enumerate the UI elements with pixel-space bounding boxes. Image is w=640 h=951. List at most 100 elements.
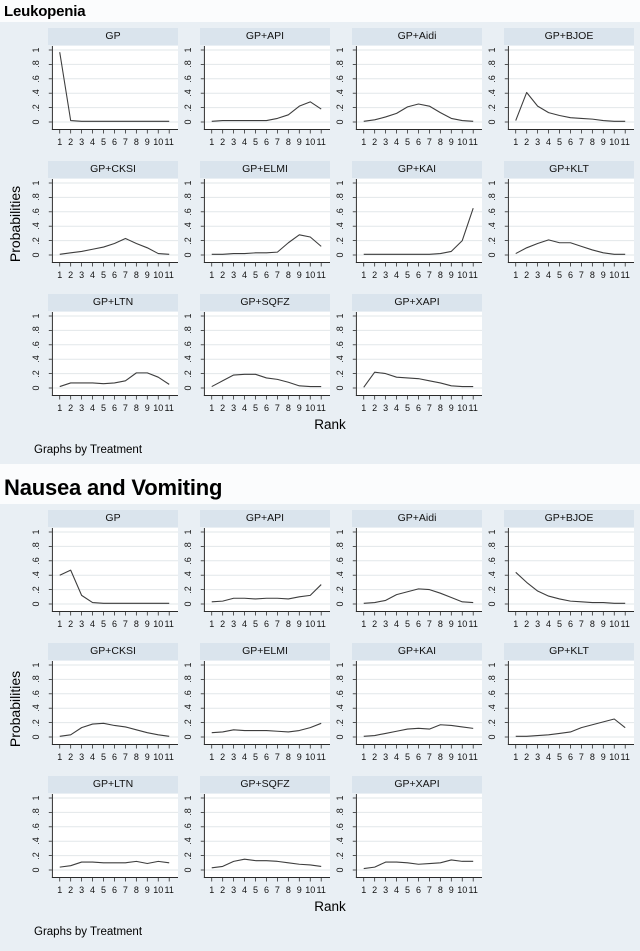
panel-title: GP+API — [200, 510, 330, 527]
x-tick-label: 11 — [164, 403, 174, 413]
x-tick-label: 11 — [316, 270, 326, 280]
x-tick-label: 1 — [57, 270, 63, 280]
x-tick-label: 9 — [600, 752, 606, 762]
panel-title: GP+API — [200, 28, 330, 45]
x-tick-label: 2 — [220, 885, 226, 895]
x-tick-label: 7 — [122, 885, 128, 895]
x-tick-label: 3 — [535, 619, 541, 629]
x-tick-label: 9 — [144, 885, 150, 895]
x-tick-label: 2 — [68, 270, 74, 280]
x-tick-label: 7 — [274, 403, 280, 413]
x-tick-label: 11 — [316, 885, 326, 895]
section-leukopenia: Leukopenia Probabilities GP 1.8.6.4.2 0 1 2 3… — [0, 0, 640, 464]
x-tick-labels: 1 2 3 4 5 6 7 8 9 10 11 — [352, 136, 482, 148]
x-tick-label: 5 — [253, 885, 259, 895]
x-tick-label: 4 — [546, 137, 552, 147]
line-chart — [48, 528, 178, 616]
x-tick-label: 3 — [79, 270, 85, 280]
panel-title: GP — [48, 28, 178, 45]
line-chart — [504, 46, 634, 134]
x-tick-label: 3 — [231, 403, 237, 413]
x-tick-label: 4 — [394, 403, 400, 413]
panel-body: 1.8.6.4.2 0 — [178, 528, 330, 618]
x-tick-label: 7 — [122, 403, 128, 413]
chart-panel-gp-kai: GP+KAI 1.8.6.4.2 0 1 2 3 4 5 6 7 8 9 10 11 — [330, 643, 482, 763]
x-tick-label: 5 — [101, 885, 107, 895]
x-tick-label: 10 — [609, 619, 620, 629]
y-tick-label: 0 — [335, 734, 345, 740]
line-chart — [504, 528, 634, 616]
y-tick-labels: 1.8.6.4.2 0 — [178, 661, 200, 751]
graph-block: Probabilities GP 1.8.6.4.2 0 1 2 3 4 5 6 7 8 9 10 11 G… — [0, 504, 640, 951]
x-tick-label: 2 — [372, 885, 378, 895]
x-tick-label: 11 — [164, 137, 174, 147]
x-tick-label: 5 — [253, 403, 259, 413]
panel-body: 1.8.6.4.2 0 — [330, 179, 482, 269]
chart-panel-gp-xapi: GP+XAPI 1.8.6.4.2 0 1 2 3 4 5 6 7 8 9 10 11 — [330, 294, 482, 414]
x-tick-label: 10 — [305, 270, 316, 280]
panel-title: GP+CKSI — [48, 161, 178, 178]
x-tick-label: 9 — [296, 885, 302, 895]
x-tick-label: 5 — [557, 137, 563, 147]
x-tick-label: 6 — [415, 885, 421, 895]
x-tick-label: 10 — [153, 619, 164, 629]
x-tick-label: 10 — [305, 403, 316, 413]
chart-panel-gp-ltn: GP+LTN 1.8.6.4.2 0 1 2 3 4 5 6 7 8 9 10 11 — [26, 294, 178, 414]
panel-title: GP+SQFZ — [200, 776, 330, 793]
x-tick-label: 8 — [133, 270, 139, 280]
panel-title: GP+ELMI — [200, 643, 330, 660]
y-tick-label: 0 — [487, 734, 497, 740]
y-tick-labels: 1.8.6.4.2 0 — [482, 46, 504, 136]
x-tick-label: 10 — [457, 270, 468, 280]
y-tick-label: 0 — [31, 601, 41, 607]
x-tick-label: 10 — [153, 270, 164, 280]
chart-panel-gp-bjoe: GP+BJOE 1.8.6.4.2 0 1 2 3 4 5 6 7 8 9 10 11 — [482, 510, 634, 630]
x-tick-labels: 1 2 3 4 5 6 7 8 9 10 11 — [200, 269, 330, 281]
chart-panel-gp-aidi: GP+Aidi 1.8.6.4.2 0 1 2 3 4 5 6 7 8 9 10 11 — [330, 28, 482, 148]
line-chart — [200, 46, 330, 134]
line-chart — [48, 179, 178, 267]
x-tick-label: 9 — [144, 752, 150, 762]
x-tick-label: 8 — [285, 619, 291, 629]
x-tick-labels: 1 2 3 4 5 6 7 8 9 10 11 — [48, 618, 178, 630]
y-tick-labels: 1.8.6.4.2 0 — [178, 179, 200, 269]
x-tick-label: 5 — [101, 752, 107, 762]
x-tick-label: 3 — [231, 137, 237, 147]
x-tick-label: 3 — [383, 270, 389, 280]
x-tick-label: 9 — [296, 619, 302, 629]
x-tick-label: 11 — [468, 270, 478, 280]
panel-body: 1.8.6.4.2 0 — [26, 794, 178, 884]
x-tick-label: 7 — [578, 752, 584, 762]
line-chart — [352, 46, 482, 134]
panel-body: 1.8.6.4.2 0 — [330, 794, 482, 884]
x-axis-label-row: Rank — [2, 416, 634, 434]
x-tick-label: 8 — [589, 270, 595, 280]
y-tick-label: 0 — [183, 867, 193, 873]
chart-panel-gp-kai: GP+KAI 1.8.6.4.2 0 1 2 3 4 5 6 7 8 9 10 11 — [330, 161, 482, 281]
x-tick-label: 2 — [524, 752, 530, 762]
y-tick-label: 0 — [183, 385, 193, 391]
x-tick-label: 3 — [231, 619, 237, 629]
x-tick-label: 7 — [426, 403, 432, 413]
x-tick-label: 1 — [361, 885, 367, 895]
y-tick-label: 0 — [335, 252, 345, 258]
chart-panel-gp-cksi: GP+CKSI 1.8.6.4.2 0 1 2 3 4 5 6 7 8 9 10 11 — [26, 643, 178, 763]
line-chart — [352, 661, 482, 749]
x-tick-label: 2 — [220, 137, 226, 147]
panel-title: GP+Aidi — [352, 510, 482, 527]
line-chart — [200, 661, 330, 749]
x-tick-label: 8 — [285, 137, 291, 147]
y-tick-label: 0 — [31, 119, 41, 125]
y-tick-label: 0 — [335, 119, 345, 125]
x-tick-labels: 1 2 3 4 5 6 7 8 9 10 11 — [48, 751, 178, 763]
x-tick-label: 5 — [101, 619, 107, 629]
x-tick-label: 5 — [253, 752, 259, 762]
y-tick-labels: 1.8.6.4.2 0 — [482, 179, 504, 269]
x-tick-label: 4 — [90, 403, 96, 413]
x-tick-label: 10 — [457, 137, 468, 147]
y-tick-labels: 1.8.6.4.2 0 — [178, 46, 200, 136]
line-chart — [48, 46, 178, 134]
x-tick-label: 8 — [589, 619, 595, 629]
y-tick-label: 0 — [335, 601, 345, 607]
x-tick-label: 2 — [220, 619, 226, 629]
